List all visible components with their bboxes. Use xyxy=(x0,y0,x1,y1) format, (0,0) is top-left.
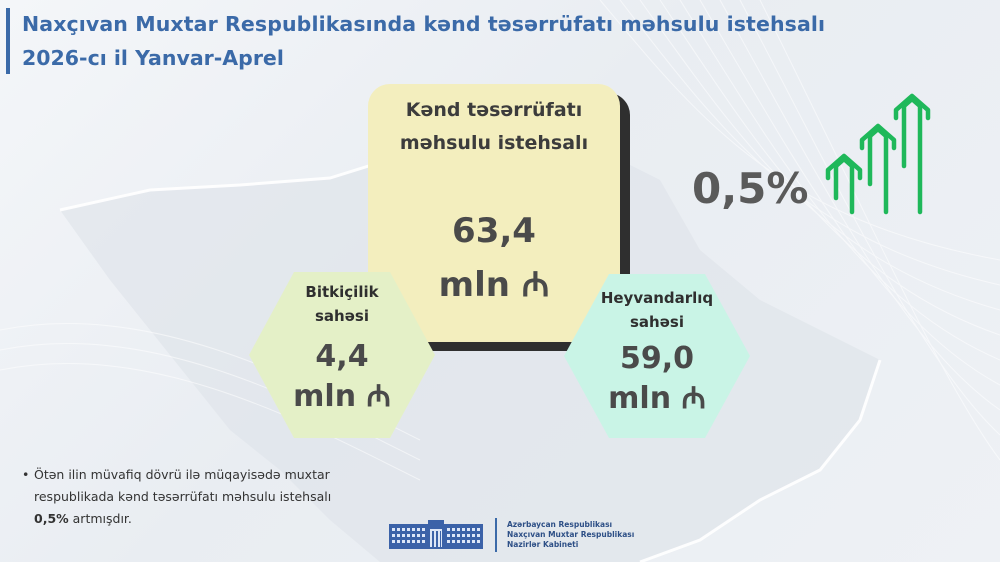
main-card-label-line1: Kənd təsərrüfatı xyxy=(405,99,583,121)
note-text-start: Ötən ilin müvafiq dövrü ilə müqayisədə m… xyxy=(34,467,332,504)
footer-divider xyxy=(495,518,497,552)
crop-hexagon-shape xyxy=(249,272,435,438)
crop-sector-value: 4,4 xyxy=(315,339,369,374)
livestock-sector-label: Heyvandarlıq sahəsi xyxy=(562,286,752,334)
page-title: Naxçıvan Muxtar Respublikasında kənd təs… xyxy=(22,12,826,36)
org-line2: Naxçıvan Muxtar Respublikası xyxy=(507,530,635,539)
org-line3: Nazirlər Kabineti xyxy=(507,540,579,549)
page-subtitle: 2026-cı il Yanvar-Aprel xyxy=(22,46,284,70)
government-building-icon xyxy=(389,520,483,549)
crop-label-line1: Bitkiçilik xyxy=(305,283,379,301)
main-card-label: Kənd təsərrüfatı məhsulu istehsalı xyxy=(368,94,620,160)
crop-sector-label: Bitkiçilik sahəsi xyxy=(247,280,437,328)
main-total-card: Kənd təsərrüfatı məhsulu istehsalı 63,4 … xyxy=(368,84,620,342)
growth-percent: 0,5% xyxy=(692,164,809,213)
crop-label-line2: sahəsi xyxy=(315,307,369,325)
organization-name: Azərbaycan Respublikası Naxçıvan Muxtar … xyxy=(507,520,634,550)
note-text-end: artmışdır. xyxy=(68,511,132,526)
main-card-label-line2: məhsulu istehsalı xyxy=(399,132,589,154)
note-text: Ötən ilin müvafiq dövrü ilə müqayisədə m… xyxy=(34,464,344,530)
note-bullet: • xyxy=(22,467,30,482)
growth-arrows-icon xyxy=(825,93,931,215)
livestock-sector-value: 59,0 xyxy=(619,341,695,376)
main-card-unit: mln ₼ xyxy=(438,265,550,305)
org-line1: Azərbaycan Respublikası xyxy=(507,520,613,529)
note-text-bold: 0,5% xyxy=(34,511,69,526)
livestock-hexagon-shape xyxy=(564,274,750,438)
livestock-sector-hexagon: Heyvandarlıq sahəsi 59,0 mln ₼ xyxy=(562,272,752,440)
livestock-sector-unit: mln ₼ xyxy=(608,381,706,416)
crop-sector-hexagon: Bitkiçilik sahəsi 4,4 mln ₼ xyxy=(247,270,437,440)
livestock-label-line2: sahəsi xyxy=(630,313,684,331)
title-accent-bar xyxy=(6,8,10,74)
main-card-value: 63,4 xyxy=(452,211,536,251)
crop-sector-unit: mln ₼ xyxy=(293,379,391,414)
livestock-label-line1: Heyvandarlıq xyxy=(600,289,714,307)
